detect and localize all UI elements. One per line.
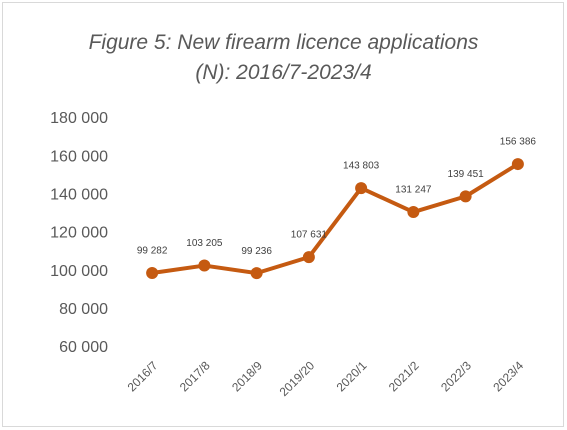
data-point: [511, 158, 524, 171]
y-tick-label: 180 000: [50, 110, 108, 127]
data-label: 99 282: [137, 246, 168, 257]
data-point: [198, 259, 211, 272]
data-label: 107 631: [291, 230, 328, 241]
data-label: 139 451: [448, 169, 485, 180]
data-point: [459, 190, 472, 203]
data-label: 156 386: [500, 137, 537, 148]
data-point: [302, 251, 315, 264]
y-tick-label: 120 000: [50, 225, 108, 242]
data-label: 103 205: [186, 238, 223, 249]
data-point: [250, 267, 263, 280]
data-line: [151, 162, 519, 276]
data-point: [407, 206, 420, 219]
data-label: 143 803: [343, 161, 380, 172]
y-tick-label: 160 000: [50, 148, 108, 165]
chart-border: [2, 2, 564, 427]
y-tick-label: 140 000: [50, 187, 108, 204]
y-tick-label: 100 000: [50, 263, 108, 280]
data-point: [355, 182, 368, 195]
y-tick-label: 60 000: [59, 339, 108, 356]
data-label: 131 247: [395, 185, 432, 196]
data-point: [146, 267, 159, 280]
y-tick-label: 80 000: [59, 301, 108, 318]
chart-title: Figure 5: New firearm licence applicatio…: [88, 31, 479, 84]
data-label: 99 236: [241, 246, 272, 257]
